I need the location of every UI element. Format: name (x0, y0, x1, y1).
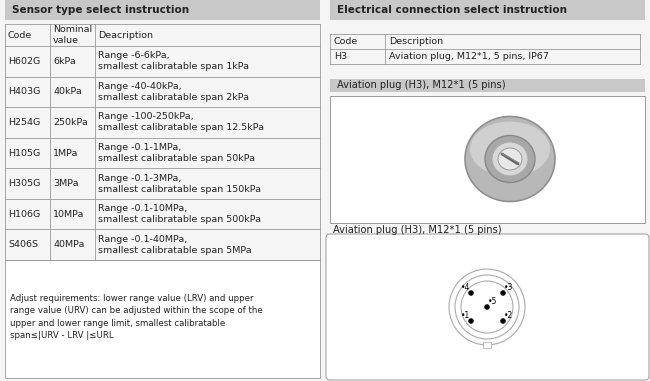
Text: smallest calibratable span 12.5kPa: smallest calibratable span 12.5kPa (98, 123, 264, 133)
Bar (5, 260, 320, 378)
Text: H254G: H254G (8, 118, 40, 127)
Text: 250kPa: 250kPa (53, 118, 88, 127)
Text: 40kPa: 40kPa (53, 87, 82, 96)
Text: smallest calibratable span 2kPa: smallest calibratable span 2kPa (98, 93, 249, 102)
Text: 40MPa: 40MPa (53, 240, 84, 249)
Text: Sensor type select instruction: Sensor type select instruction (12, 5, 189, 15)
Text: Range -0.1-3MPa,: Range -0.1-3MPa, (98, 174, 181, 182)
Text: H106G: H106G (8, 210, 40, 219)
Bar (483, 342, 491, 348)
Ellipse shape (500, 290, 506, 296)
Text: Nominal
value: Nominal value (53, 25, 92, 45)
Text: •5: •5 (488, 297, 497, 306)
Text: Range -6-6kPa,: Range -6-6kPa, (98, 51, 170, 60)
Ellipse shape (465, 117, 555, 202)
Text: •2: •2 (504, 311, 514, 320)
Text: S406S: S406S (8, 240, 38, 249)
Text: smallest calibratable span 500kPa: smallest calibratable span 500kPa (98, 215, 261, 224)
Bar (330, 0, 645, 20)
Text: 10MPa: 10MPa (53, 210, 84, 219)
Text: Aviation plug (H3), M12*1 (5 pins): Aviation plug (H3), M12*1 (5 pins) (337, 80, 506, 91)
Text: Range -100-250kPa,: Range -100-250kPa, (98, 112, 194, 122)
Text: 3MPa: 3MPa (53, 179, 79, 188)
Ellipse shape (492, 142, 528, 176)
Text: H3: H3 (334, 52, 347, 61)
Ellipse shape (485, 136, 535, 182)
Text: Aviation plug (H3), M12*1 (5 pins): Aviation plug (H3), M12*1 (5 pins) (333, 225, 502, 235)
Text: Range -0.1-40MPa,: Range -0.1-40MPa, (98, 235, 187, 244)
Text: •4: •4 (461, 283, 470, 292)
Text: H602G: H602G (8, 57, 40, 66)
Text: Electrical connection select instruction: Electrical connection select instruction (337, 5, 567, 15)
Ellipse shape (470, 122, 550, 176)
Text: Deacription: Deacription (98, 30, 153, 40)
Ellipse shape (469, 290, 473, 296)
Text: Range -0.1-1MPa,: Range -0.1-1MPa, (98, 143, 181, 152)
Text: Aviation plug, M12*1, 5 pins, IP67: Aviation plug, M12*1, 5 pins, IP67 (389, 52, 549, 61)
Text: Code: Code (334, 37, 358, 46)
Text: Description: Description (389, 37, 443, 46)
Ellipse shape (484, 304, 489, 309)
Text: smallest calibratable span 50kPa: smallest calibratable span 50kPa (98, 154, 255, 163)
Ellipse shape (500, 319, 506, 323)
Ellipse shape (498, 148, 522, 170)
Text: 6kPa: 6kPa (53, 57, 76, 66)
Text: smallest calibratable span 1kPa: smallest calibratable span 1kPa (98, 62, 249, 71)
Text: •1: •1 (461, 311, 470, 320)
Text: Range -40-40kPa,: Range -40-40kPa, (98, 82, 181, 91)
Bar (330, 79, 645, 92)
Text: Range -0.1-10MPa,: Range -0.1-10MPa, (98, 204, 187, 213)
Text: smallest calibratable span 150kPa: smallest calibratable span 150kPa (98, 184, 261, 194)
Text: H403G: H403G (8, 87, 40, 96)
Bar (330, 96, 645, 223)
Text: Code: Code (8, 30, 32, 40)
Text: Adjust requirements: lower range value (LRV) and upper
range value (URV) can be : Adjust requirements: lower range value (… (10, 294, 263, 340)
Text: H105G: H105G (8, 149, 40, 157)
FancyBboxPatch shape (326, 234, 649, 380)
Text: •3: •3 (504, 283, 514, 292)
Text: H305G: H305G (8, 179, 40, 188)
Text: smallest calibratable span 5MPa: smallest calibratable span 5MPa (98, 246, 252, 255)
Ellipse shape (469, 319, 473, 323)
Bar (5, 0, 320, 20)
Text: 1MPa: 1MPa (53, 149, 79, 157)
